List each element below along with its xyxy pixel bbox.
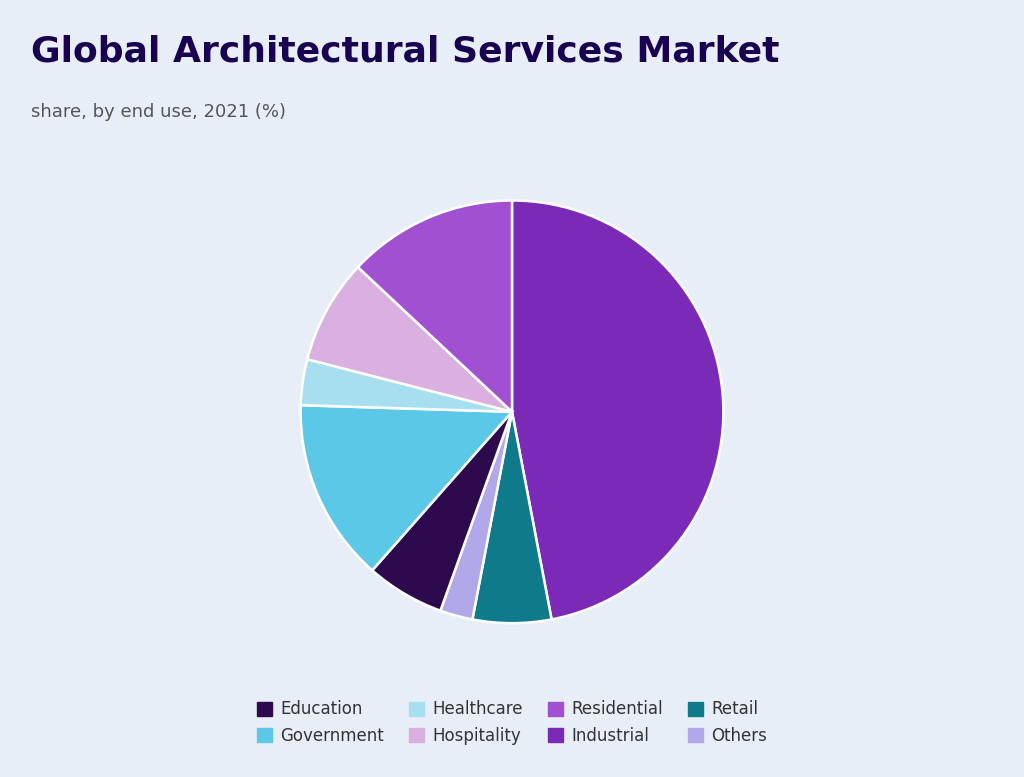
Wedge shape bbox=[512, 200, 723, 619]
Wedge shape bbox=[373, 412, 512, 611]
Wedge shape bbox=[301, 405, 512, 570]
Legend: Education, Government, Healthcare, Hospitality, Residential, Industrial, Retail,: Education, Government, Healthcare, Hospi… bbox=[250, 694, 774, 751]
Text: Global Architectural Services Market: Global Architectural Services Market bbox=[31, 34, 779, 68]
Text: share, by end use, 2021 (%): share, by end use, 2021 (%) bbox=[31, 103, 286, 120]
Wedge shape bbox=[358, 200, 512, 412]
Wedge shape bbox=[301, 359, 512, 412]
Wedge shape bbox=[440, 412, 512, 619]
Wedge shape bbox=[307, 267, 512, 412]
Wedge shape bbox=[472, 412, 552, 623]
